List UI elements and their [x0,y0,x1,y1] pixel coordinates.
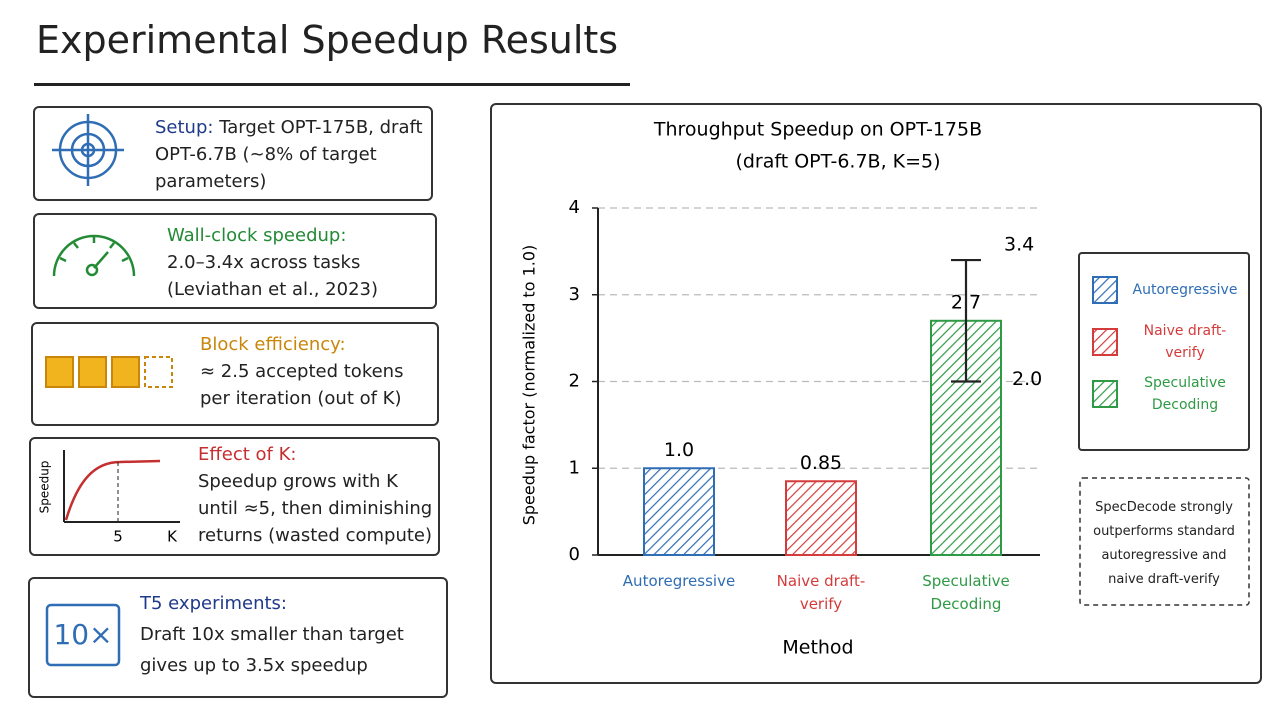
card-heading: Effect of K: [198,444,297,465]
title-underline [34,83,630,86]
card-body: Draft 10x smaller than target gives up t… [140,624,404,676]
card [29,437,440,556]
y-tick-label: 4 [569,197,580,218]
x-tick-label: Speculative Decoding [922,572,1010,613]
chart-subtitle: (draft OPT-6.7B, K=5) [735,151,940,173]
icon-box [45,603,121,667]
legend-swatch [1092,328,1118,356]
gauge-icon [52,234,136,277]
chart-panel [490,103,1262,684]
value-label: 0.85 [800,452,842,474]
icon-label: 5 [113,528,123,546]
bar [643,467,715,556]
k-curve-icon: Speedup 5 K [38,450,180,546]
icon-label: K [167,528,178,546]
legend-swatch [1092,276,1118,304]
y-tick-label: 1 [569,457,580,478]
card-heading: Block efficiency: [200,334,346,355]
chart-title: Throughput Speedup on OPT-175B [653,119,982,141]
page-title: Experimental Speedup Results [36,18,619,62]
value-label: 1.0 [664,439,694,461]
card-body: Speedup grows with K until ≈5, then dimi… [198,471,433,546]
card-heading: Wall-clock speedup: [167,225,347,246]
card-body: ≈ 2.5 accepted tokens per iteration (out… [200,361,404,409]
legend-label: Naive draft-verify [1143,323,1227,361]
card-heading: Setup: [155,117,214,138]
card-body: Target OPT-175B, draft OPT-6.7B (~8% of … [155,117,423,192]
y-tick-label: 0 [569,544,580,565]
x-tick-label: Autoregressive [622,572,736,590]
card [28,577,448,698]
legend-label: Speculative Decoding [1144,375,1226,413]
icon-label: 10× [53,618,112,651]
card [31,322,439,426]
card-text: Block efficiency: ≈ 2.5 accepted tokens p… [200,331,432,412]
legend-box [1078,252,1250,451]
card-text: T5 experiments: Draft 10x smaller than ta… [140,588,445,681]
annotation-box [1079,477,1250,606]
legend-label: Autoregressive [1132,282,1238,298]
annotation: SpecDecode strongly outperforms standard… [1093,500,1235,587]
icon-label: Speedup [38,461,52,514]
x-tick-label: Naive draft-verify [776,572,866,613]
y-axis-label: Speedup factor (normalized to 1.0) [520,245,539,526]
card-text: Effect of K: Speedup grows with K until ≈… [198,441,438,549]
target-icon [52,114,124,186]
error-label: 3.4 [1004,234,1034,256]
bar [785,480,857,557]
token-icon [45,356,173,388]
card [33,213,437,309]
y-tick-label: 2 [569,371,580,392]
error-label: 2.0 [1012,368,1042,390]
legend-swatch [1092,380,1118,408]
x-axis-label: Method [782,637,853,659]
y-tick-label: 3 [569,284,580,305]
card-text: Wall-clock speedup: 2.0–3.4x across tasks… [167,222,429,303]
card-body: 2.0–3.4x across tasks (Leviathan et al.,… [167,252,378,300]
card-text: Setup: Target OPT-175B, draft OPT-6.7B (… [155,114,425,195]
card-heading: T5 experiments: [140,593,287,614]
card [33,106,433,201]
